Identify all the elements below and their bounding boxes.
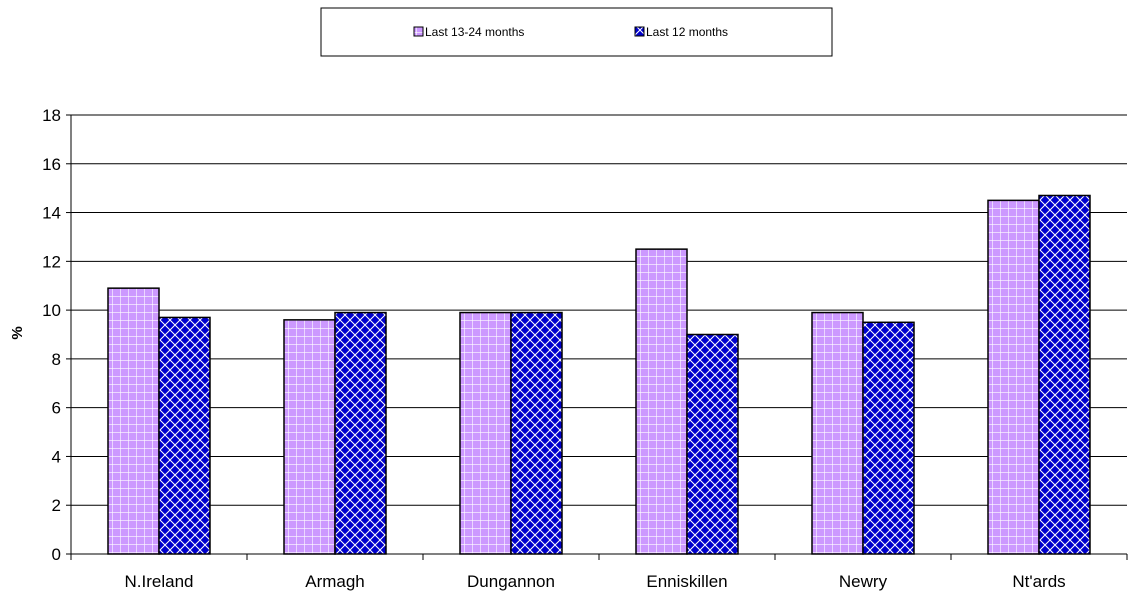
bar-last-12-months-dungannon [510, 311, 563, 555]
bar-last-12-months-nt-ards [1038, 194, 1091, 555]
bar-last-12-months-armagh [334, 311, 387, 555]
legend: Last 13-24 months Last 12 months [320, 7, 833, 57]
x-tick-label-enniskillen: Enniskillen [646, 572, 727, 591]
bars [107, 194, 1091, 555]
legend-swatch-last-12-months [634, 26, 645, 37]
y-tick-label: 18 [42, 106, 61, 125]
y-tick-label: 6 [52, 399, 61, 418]
bar-last-13-24-months-nt-ards [987, 199, 1040, 555]
legend-swatch-last-13-24-months [413, 26, 424, 37]
legend-box [320, 7, 833, 57]
legend-label-last-13-24-months: Last 13-24 months [425, 25, 524, 39]
legend-label-last-12-months: Last 12 months [646, 25, 728, 39]
y-tick-label: 10 [42, 301, 61, 320]
x-tick-label-armagh: Armagh [305, 572, 365, 591]
y-axis-label: % [9, 326, 26, 339]
bar-last-13-24-months-armagh [283, 319, 336, 555]
gridlines [71, 114, 1127, 506]
bar-last-13-24-months-enniskillen [635, 248, 688, 555]
x-tick-labels: N.Ireland Armagh Dungannon Enniskillen Newry… [125, 572, 1066, 591]
bar-last-12-months-newry [862, 321, 915, 555]
y-tick-label: 14 [42, 204, 61, 223]
y-tick-label: 12 [42, 252, 61, 271]
y-tick-label: 0 [52, 545, 61, 564]
y-tick-label: 8 [52, 350, 61, 369]
x-tick-label-newry: Newry [839, 572, 888, 591]
bar-last-12-months-n-ireland [158, 316, 211, 555]
bar-last-12-months-enniskillen [686, 333, 739, 555]
bar-last-13-24-months-n-ireland [107, 287, 160, 555]
y-tick-label: 4 [52, 447, 61, 466]
x-tick-label-n-ireland: N.Ireland [125, 572, 194, 591]
bar-last-13-24-months-newry [811, 311, 864, 555]
x-tick-label-nt-ards: Nt'ards [1012, 572, 1065, 591]
y-tick-label: 2 [52, 496, 61, 515]
y-tick-label: 16 [42, 155, 61, 174]
bar-last-13-24-months-dungannon [459, 311, 512, 555]
y-tick-labels: 0 2 4 6 8 10 12 14 16 18 [42, 106, 61, 564]
axes [66, 114, 1128, 560]
x-tick-label-dungannon: Dungannon [467, 572, 555, 591]
